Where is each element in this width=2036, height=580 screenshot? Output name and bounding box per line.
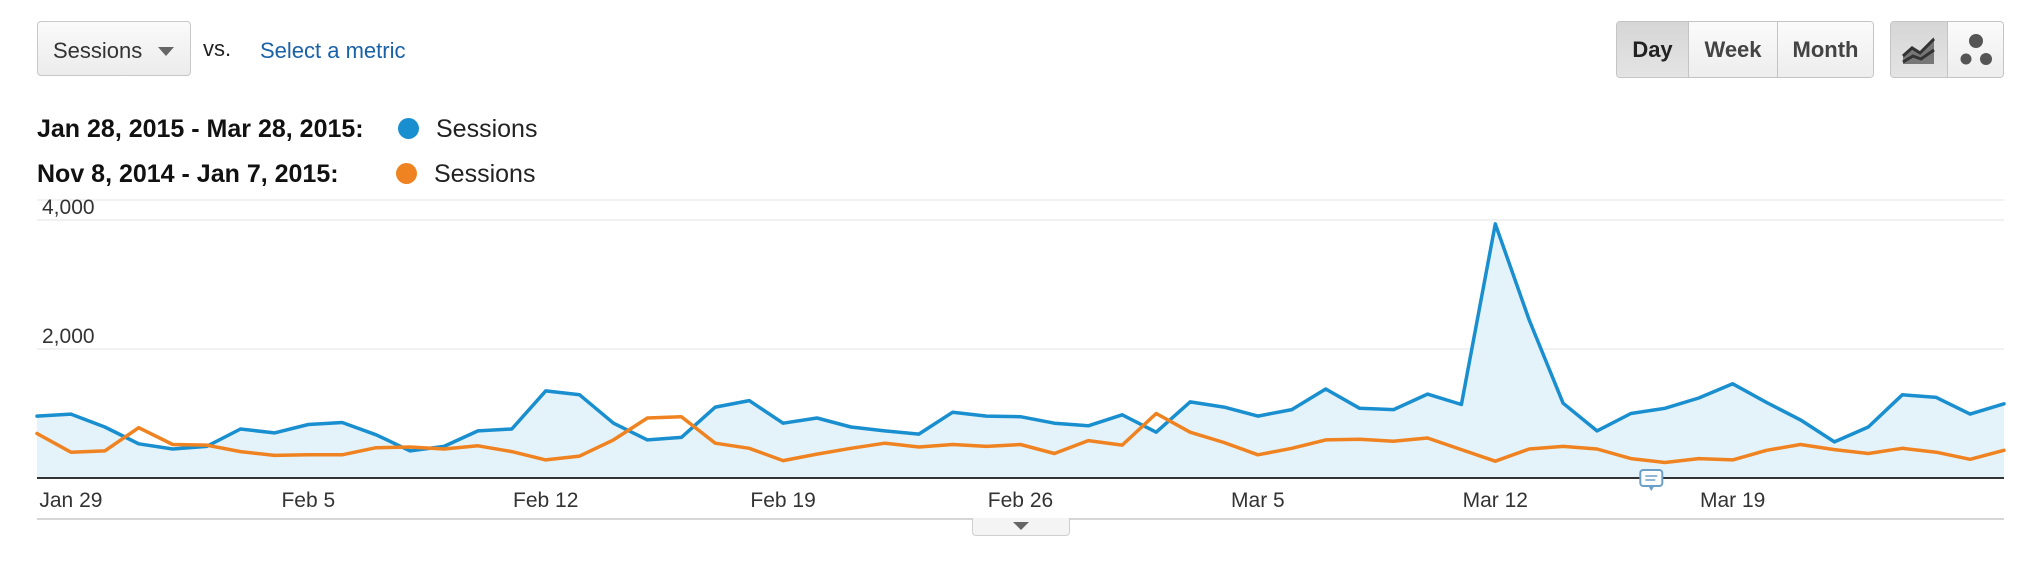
legend-series-current: Sessions xyxy=(436,115,538,143)
current-series-line xyxy=(35,222,2006,453)
current-series-area xyxy=(37,223,2004,478)
chart-expand-handle[interactable] xyxy=(972,518,1070,536)
legend-range-current: Jan 28, 2015 - Mar 28, 2015: xyxy=(37,115,364,143)
granularity-toggle: Day Week Month xyxy=(1616,21,1874,78)
vs-label: vs. xyxy=(203,36,232,61)
metric-select-label: Sessions xyxy=(53,38,143,63)
previous-series-line xyxy=(35,411,2006,465)
x-tick-label: Mar 12 xyxy=(1463,489,1528,512)
x-tick-label: Feb 5 xyxy=(281,489,335,512)
motion-chart-icon[interactable] xyxy=(1947,22,2003,77)
y-tick-label: 2,000 xyxy=(42,325,95,348)
legend-series-previous: Sessions xyxy=(434,160,536,188)
annotation-icon-tail xyxy=(1648,486,1655,491)
x-tick-label: Feb 19 xyxy=(750,489,815,512)
chevron-down-icon xyxy=(158,47,174,56)
x-tick-label: Mar 5 xyxy=(1231,489,1285,512)
x-tick-label: Mar 19 xyxy=(1700,489,1765,512)
select-metric-link[interactable]: Select a metric xyxy=(260,38,406,63)
annotation-icon xyxy=(1639,469,1664,487)
day-button[interactable]: Day xyxy=(1617,22,1688,77)
metric-select[interactable]: Sessions xyxy=(37,21,191,76)
x-tick-label: Jan 29 xyxy=(39,489,102,512)
x-tick-label: Feb 26 xyxy=(988,489,1053,512)
chart-view-toggle xyxy=(1890,21,2004,78)
line-chart-icon[interactable] xyxy=(1891,22,1948,77)
y-tick-label: 4,000 xyxy=(42,196,95,219)
x-tick-label: Feb 12 xyxy=(513,489,578,512)
expand-chevron-icon xyxy=(1013,522,1029,530)
month-button[interactable]: Month xyxy=(1777,22,1873,77)
legend-range-previous: Nov 8, 2014 - Jan 7, 2015: xyxy=(37,160,339,188)
week-button[interactable]: Week xyxy=(1688,22,1777,77)
legend-dot-current xyxy=(398,118,419,139)
legend-dot-previous xyxy=(396,163,417,184)
